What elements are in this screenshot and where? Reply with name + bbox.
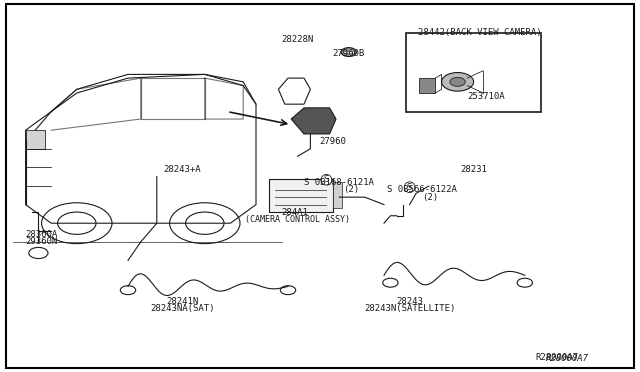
Polygon shape: [26, 130, 45, 149]
Text: 28228N: 28228N: [282, 35, 314, 44]
Bar: [406, 33, 541, 112]
Text: R28000A7: R28000A7: [535, 353, 579, 362]
Text: S: S: [324, 175, 329, 184]
Text: 28243+A: 28243+A: [164, 165, 201, 174]
Text: (CAMERA CONTROL ASSY): (CAMERA CONTROL ASSY): [245, 215, 350, 224]
Polygon shape: [291, 108, 336, 134]
Circle shape: [442, 73, 474, 91]
Text: 28243NA(SAT): 28243NA(SAT): [150, 304, 214, 313]
Text: (2): (2): [422, 193, 438, 202]
Text: 28442(BACK VIEW CAMERA): 28442(BACK VIEW CAMERA): [418, 28, 542, 37]
Text: S 08566-6122A: S 08566-6122A: [387, 185, 458, 194]
Polygon shape: [419, 78, 435, 93]
Text: S 0B168-6121A: S 0B168-6121A: [304, 178, 374, 187]
Text: 284A1: 284A1: [281, 208, 308, 217]
Bar: [269, 179, 333, 212]
Text: 253710A: 253710A: [468, 92, 505, 101]
Text: S: S: [407, 183, 412, 192]
Text: 28243N(SATELLITE): 28243N(SATELLITE): [364, 304, 455, 313]
Text: 27960: 27960: [319, 137, 346, 146]
Bar: [333, 182, 342, 208]
Text: 27960B: 27960B: [333, 49, 365, 58]
Text: 28360A: 28360A: [26, 230, 58, 239]
Circle shape: [341, 48, 356, 57]
Text: 29360N: 29360N: [26, 237, 58, 246]
Text: 28231: 28231: [460, 165, 487, 174]
Text: R28000A7: R28000A7: [546, 355, 589, 363]
Text: 28243: 28243: [396, 297, 423, 306]
Text: (2): (2): [342, 185, 359, 194]
Circle shape: [450, 77, 465, 86]
Text: 28241N: 28241N: [166, 297, 198, 306]
